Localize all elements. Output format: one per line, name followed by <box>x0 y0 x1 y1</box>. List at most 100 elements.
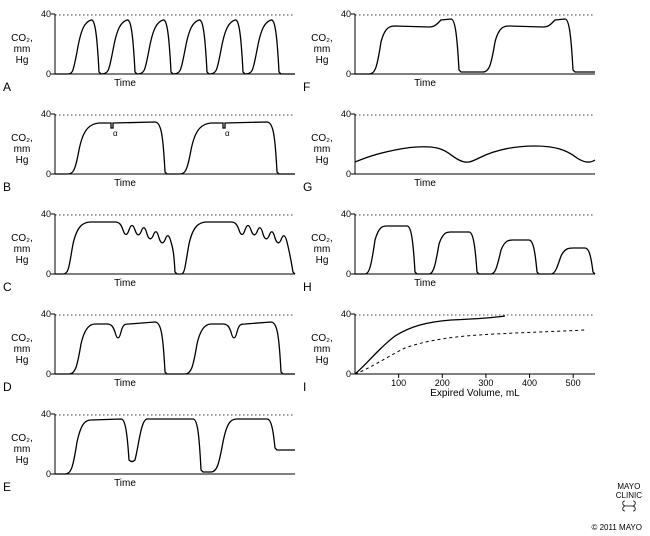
logo-line2: CLINIC <box>616 491 642 500</box>
panel-C: 400CO₂,mm HgTimeC <box>55 214 295 306</box>
y-axis-label: CO₂,mm Hg <box>7 433 37 466</box>
panel-label-A: A <box>3 80 11 94</box>
ytick-40: 40 <box>337 309 351 319</box>
ytick-0: 0 <box>37 169 51 179</box>
chart-F <box>355 14 595 76</box>
ylabel-co2: CO₂, <box>11 333 33 344</box>
ylabel-co2: CO₂, <box>11 133 33 144</box>
panel-label-I: I <box>303 380 306 394</box>
waveform-C <box>55 222 295 274</box>
panel-H: 400CO₂,mm HgTimeH <box>355 214 595 306</box>
ylabel-mmhg: mm Hg <box>314 44 331 66</box>
svg-text:α: α <box>113 129 118 138</box>
waveform-D <box>55 322 295 374</box>
ytick-0: 0 <box>337 69 351 79</box>
mayo-clinic-logo: MAYO CLINIC <box>616 482 642 514</box>
ylabel-mmhg: mm Hg <box>14 444 31 466</box>
ylabel-co2: CO₂, <box>311 33 333 44</box>
ytick-0: 0 <box>337 369 351 379</box>
ylabel-co2: CO₂, <box>11 233 33 244</box>
xtick-label: 300 <box>474 378 498 388</box>
xtick-label: 200 <box>430 378 454 388</box>
ylabel-mmhg: mm Hg <box>314 244 331 266</box>
chart-H <box>355 214 595 276</box>
waveform-I-dashed <box>355 330 585 374</box>
xtick-label: 100 <box>387 378 411 388</box>
waveform-A <box>55 20 295 74</box>
svg-text:α: α <box>225 129 230 138</box>
ylabel-co2: CO₂, <box>311 233 333 244</box>
ylabel-co2: CO₂, <box>311 133 333 144</box>
chart-G <box>355 114 595 176</box>
x-axis-label: Time <box>95 78 155 89</box>
y-axis-label: CO₂,mm Hg <box>307 233 337 266</box>
ytick-40: 40 <box>337 109 351 119</box>
ytick-40: 40 <box>37 209 51 219</box>
y-axis-label: CO₂,mm Hg <box>7 333 37 366</box>
ytick-40: 40 <box>37 309 51 319</box>
waveform-H <box>355 226 595 274</box>
panel-B: αα400CO₂,mm HgTimeB <box>55 114 295 206</box>
xtick-label: 400 <box>518 378 542 388</box>
panel-F: 400CO₂,mm HgTimeF <box>355 14 595 106</box>
ytick-40: 40 <box>337 9 351 19</box>
x-axis-label: Time <box>395 178 455 189</box>
x-axis-label: Time <box>95 478 155 489</box>
panel-A: 400CO₂,mm HgTimeA <box>55 14 295 106</box>
y-axis-label: CO₂,mm Hg <box>307 333 337 366</box>
logo-line1: MAYO <box>616 482 642 491</box>
y-axis-label: CO₂,mm Hg <box>7 233 37 266</box>
ytick-0: 0 <box>37 469 51 479</box>
panel-I: 100200300400500400CO₂,mm HgExpired Volum… <box>355 314 595 406</box>
y-axis-label: CO₂,mm Hg <box>307 133 337 166</box>
x-axis-label: Time <box>395 278 455 289</box>
copyright-text: © 2011 MAYO <box>591 523 642 532</box>
panel-label-E: E <box>3 480 11 494</box>
x-axis-label: Expired Volume, mL <box>395 388 555 399</box>
panel-label-B: B <box>3 180 11 194</box>
ylabel-co2: CO₂, <box>11 33 33 44</box>
ylabel-co2: CO₂, <box>11 433 33 444</box>
ytick-40: 40 <box>37 9 51 19</box>
y-axis-label: CO₂,mm Hg <box>7 33 37 66</box>
panel-label-F: F <box>303 80 310 94</box>
x-axis-label: Time <box>95 278 155 289</box>
panel-label-D: D <box>3 380 12 394</box>
panel-label-G: G <box>303 180 312 194</box>
waveform-F <box>355 19 595 74</box>
chart-D <box>55 314 295 376</box>
x-axis-label: Time <box>395 78 455 89</box>
ytick-0: 0 <box>37 269 51 279</box>
ylabel-mmhg: mm Hg <box>14 244 31 266</box>
ytick-0: 0 <box>37 69 51 79</box>
waveform-I <box>355 316 505 374</box>
ylabel-mmhg: mm Hg <box>314 344 331 366</box>
panel-label-C: C <box>3 280 12 294</box>
ytick-40: 40 <box>37 109 51 119</box>
x-axis-label: Time <box>95 378 155 389</box>
x-axis-label: Time <box>95 178 155 189</box>
ytick-40: 40 <box>337 209 351 219</box>
ylabel-mmhg: mm Hg <box>14 144 31 166</box>
waveform-G <box>355 146 595 162</box>
chart-E <box>55 414 295 476</box>
ytick-40: 40 <box>37 409 51 419</box>
ylabel-co2: CO₂, <box>311 333 333 344</box>
chart-A <box>55 14 295 76</box>
ylabel-mmhg: mm Hg <box>314 144 331 166</box>
ylabel-mmhg: mm Hg <box>14 344 31 366</box>
ytick-0: 0 <box>337 269 351 279</box>
waveform-B <box>55 122 295 174</box>
ylabel-mmhg: mm Hg <box>14 44 31 66</box>
ytick-0: 0 <box>37 369 51 379</box>
chart-B: αα <box>55 114 295 176</box>
panel-label-H: H <box>303 280 312 294</box>
panel-E: 400CO₂,mm HgTimeE <box>55 414 295 506</box>
chart-I <box>355 314 595 376</box>
waveform-E <box>55 419 295 474</box>
xtick-label: 500 <box>561 378 585 388</box>
y-axis-label: CO₂,mm Hg <box>307 33 337 66</box>
chart-C <box>55 214 295 276</box>
panel-G: 400CO₂,mm HgTimeG <box>355 114 595 206</box>
ytick-0: 0 <box>337 169 351 179</box>
